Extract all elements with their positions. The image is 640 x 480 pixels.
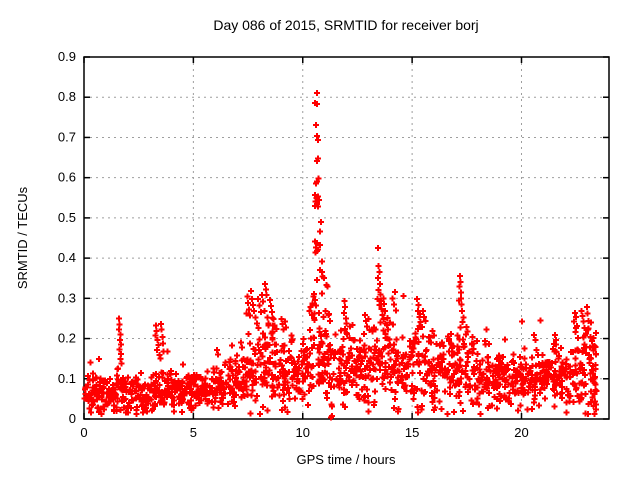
x-tick-label: 10 [296, 425, 310, 440]
y-tick-label: 0.9 [58, 49, 76, 64]
y-axis-label: SRMTID / TECUs [15, 186, 30, 289]
x-tick-label: 20 [514, 425, 528, 440]
y-tick-labels: 0 0.1 0.2 0.3 0.4 0.5 0.6 0.7 0.8 0.9 [58, 49, 76, 426]
x-tick-label: 0 [80, 425, 87, 440]
y-tick-label: 0.3 [58, 290, 76, 305]
y-tick-label: 0.8 [58, 89, 76, 104]
y-tick-label: 0.6 [58, 170, 76, 185]
y-tick-label: 0.4 [58, 250, 76, 265]
y-tick-label: 0.7 [58, 129, 76, 144]
chart-title: Day 086 of 2015, SRMTID for receiver bor… [213, 17, 478, 33]
plot-frame [83, 56, 610, 420]
x-axis-label: GPS time / hours [297, 452, 396, 467]
data-points [81, 90, 600, 421]
y-tick-label: 0.5 [58, 210, 76, 225]
y-tick-label: 0.2 [58, 331, 76, 346]
x-tick-labels: 0 5 10 15 20 [80, 425, 528, 440]
x-tick-label: 15 [405, 425, 419, 440]
x-tick-label: 5 [190, 425, 197, 440]
y-tick-label: 0 [69, 411, 76, 426]
y-tick-label: 0.1 [58, 371, 76, 386]
axis-ticks [83, 56, 609, 420]
